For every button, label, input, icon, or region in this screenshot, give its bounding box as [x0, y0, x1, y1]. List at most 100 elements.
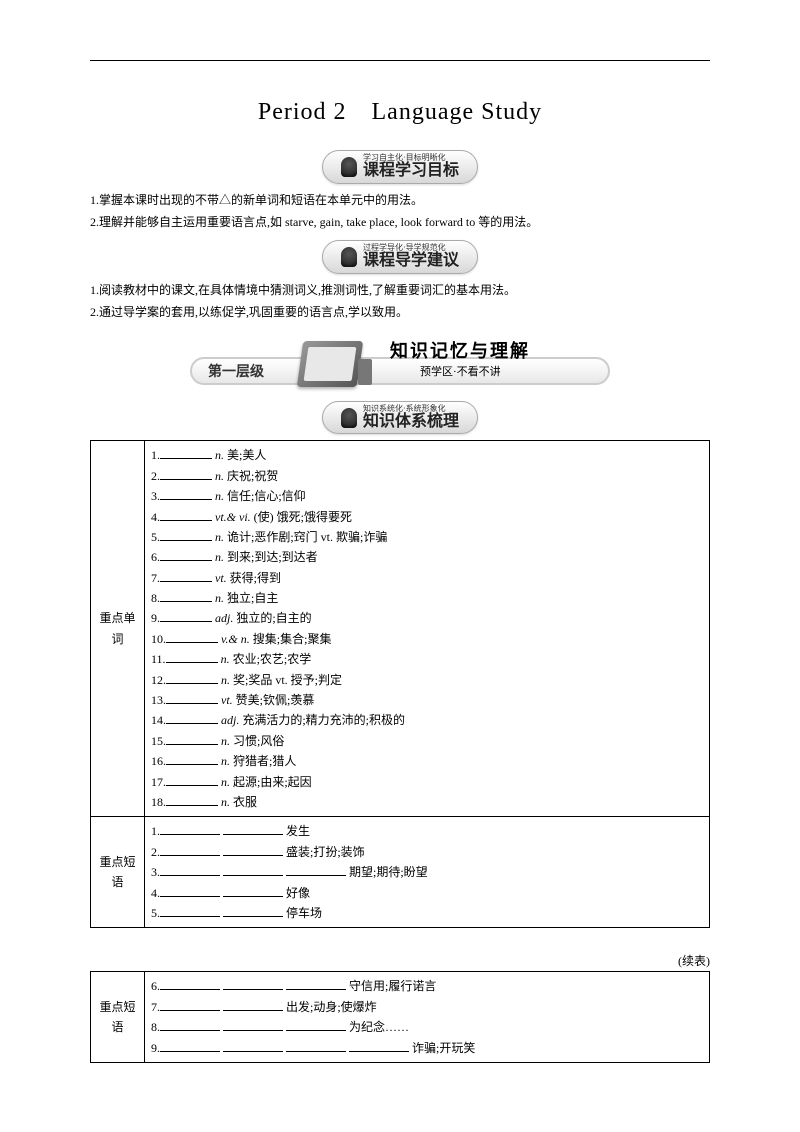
banner2-big: 课程导学建议 [363, 252, 459, 270]
blank [166, 692, 218, 704]
blank [160, 1040, 220, 1052]
word-row: 14. adj. 充满活力的;精力充沛的;积极的 [151, 710, 703, 730]
word-row: 1. n. 美;美人 [151, 445, 703, 465]
words-cell: 1. n. 美;美人2. n. 庆祝;祝贺3. n. 信任;信心;信仰4. vt… [145, 441, 710, 817]
blank [223, 1040, 283, 1052]
blank [160, 590, 212, 602]
blank [160, 610, 212, 622]
blank [286, 1040, 346, 1052]
level-title: 知识记忆与理解 [390, 337, 530, 363]
paragraph: 2.理解并能够自主运用重要语言点,如 starve, gain, take pl… [90, 212, 710, 232]
phrase-row: 3. 期望;期待;盼望 [151, 862, 703, 882]
blank [160, 905, 220, 917]
paragraph: 2.通过导学案的套用,以练促学,巩固重要的语言点,学以致用。 [90, 302, 710, 322]
blank [223, 885, 283, 897]
blank [166, 631, 218, 643]
blank [160, 447, 212, 459]
blank [286, 864, 346, 876]
banner1-small: 学习自主化·目标明晰化 [363, 154, 446, 162]
banner-system: 知识系统化·系统形象化 知识体系梳理 [90, 401, 710, 435]
blank [160, 999, 220, 1011]
word-row: 17. n. 起源;由来;起因 [151, 772, 703, 792]
blank [166, 672, 218, 684]
page-title: Period 2 Language Study [90, 91, 710, 126]
blank [223, 1019, 283, 1031]
blank [160, 864, 220, 876]
word-row: 4. vt.& vi. (使) 饿死;饿得要死 [151, 507, 703, 527]
word-row: 8. n. 独立;自主 [151, 588, 703, 608]
blank [166, 794, 218, 806]
banner3-big: 知识体系梳理 [363, 413, 459, 431]
phrases-cell-1: 1. 发生2. 盛装;打扮;装饰3. 期望;期待;盼望4. 好像5. 停车场 [145, 817, 710, 928]
book-icon [297, 341, 363, 387]
word-row: 18. n. 衣服 [151, 792, 703, 812]
level-banner: 第一层级 知识记忆与理解 预学区·不看不讲 [90, 333, 710, 393]
phrases-label-2: 重点短语 [91, 972, 145, 1063]
blank [286, 1019, 346, 1031]
words-label: 重点单词 [91, 441, 145, 817]
level-sub: 预学区·不看不讲 [420, 363, 501, 379]
blank [160, 823, 220, 835]
bubble-icon [341, 408, 357, 428]
banner-goals: 学习自主化·目标明晰化 课程学习目标 [90, 150, 710, 184]
blank [160, 549, 212, 561]
word-row: 3. n. 信任;信心;信仰 [151, 486, 703, 506]
blank [286, 978, 346, 990]
phrases-label-1: 重点短语 [91, 817, 145, 928]
blank [160, 468, 212, 480]
phrases-cell-2: 6. 守信用;履行诺言7. 出发;动身;使爆炸8. 为纪念……9. 诈骗;开玩笑 [145, 972, 710, 1063]
blank [223, 823, 283, 835]
blank [223, 999, 283, 1011]
word-row: 6. n. 到来;到达;到达者 [151, 547, 703, 567]
word-row: 7. vt. 获得;得到 [151, 568, 703, 588]
blank [160, 529, 212, 541]
banner-advice: 过程学导化·导学规范化 课程导学建议 [90, 240, 710, 274]
blank [166, 753, 218, 765]
word-row: 5. n. 诡计;恶作剧;窍门 vt. 欺骗;诈骗 [151, 527, 703, 547]
banner3-small: 知识系统化·系统形象化 [363, 405, 446, 413]
vocab-table: 重点单词 1. n. 美;美人2. n. 庆祝;祝贺3. n. 信任;信心;信仰… [90, 440, 710, 928]
word-row: 11. n. 农业;农艺;农学 [151, 649, 703, 669]
word-row: 12. n. 奖;奖品 vt. 授予;判定 [151, 670, 703, 690]
phrase-row: 9. 诈骗;开玩笑 [151, 1038, 703, 1058]
blank [160, 978, 220, 990]
blank [160, 509, 212, 521]
word-row: 2. n. 庆祝;祝贺 [151, 466, 703, 486]
vocab-table-2: 重点短语 6. 守信用;履行诺言7. 出发;动身;使爆炸8. 为纪念……9. 诈… [90, 971, 710, 1063]
blank [349, 1040, 409, 1052]
plant-icon [358, 359, 372, 385]
blank [160, 570, 212, 582]
bubble-icon [341, 157, 357, 177]
top-rule [90, 60, 710, 61]
word-row: 16. n. 狩猎者;猎人 [151, 751, 703, 771]
paragraph: 1.阅读教材中的课文,在具体情境中猜测词义,推测词性,了解重要词汇的基本用法。 [90, 280, 710, 300]
blank [166, 651, 218, 663]
blank [160, 1019, 220, 1031]
blank [166, 774, 218, 786]
phrase-row: 4. 好像 [151, 883, 703, 903]
phrase-row: 6. 守信用;履行诺言 [151, 976, 703, 996]
level-badge: 第一层级 [208, 361, 264, 381]
continued-label: (续表) [90, 952, 710, 969]
phrase-row: 7. 出发;动身;使爆炸 [151, 997, 703, 1017]
blank [166, 712, 218, 724]
word-row: 10. v.& n. 搜集;集合;聚集 [151, 629, 703, 649]
phrase-row: 1. 发生 [151, 821, 703, 841]
banner1-big: 课程学习目标 [363, 162, 459, 180]
blank [223, 905, 283, 917]
paragraph: 1.掌握本课时出现的不带△的新单词和短语在本单元中的用法。 [90, 190, 710, 210]
blank [160, 885, 220, 897]
word-row: 13. vt. 赞美;钦佩;羡慕 [151, 690, 703, 710]
blank [223, 978, 283, 990]
phrase-row: 2. 盛装;打扮;装饰 [151, 842, 703, 862]
word-row: 15. n. 习惯;风俗 [151, 731, 703, 751]
phrase-row: 5. 停车场 [151, 903, 703, 923]
blank [160, 488, 212, 500]
phrase-row: 8. 为纪念…… [151, 1017, 703, 1037]
blank [166, 733, 218, 745]
blank [160, 844, 220, 856]
blank [223, 844, 283, 856]
blank [223, 864, 283, 876]
bubble-icon [341, 247, 357, 267]
word-row: 9. adj. 独立的;自主的 [151, 608, 703, 628]
